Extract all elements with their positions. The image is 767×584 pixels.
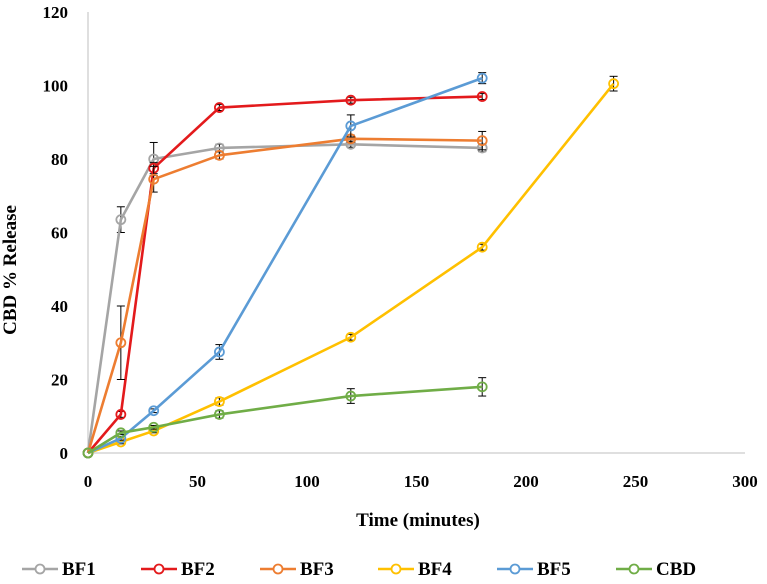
legend-item-bf4: BF4	[378, 559, 452, 580]
legend-swatch-marker	[390, 563, 402, 575]
data-point	[345, 390, 357, 402]
data-point	[115, 214, 127, 226]
legend-label: BF5	[537, 559, 571, 580]
axes: 0 50 100 150 200 250 300 0 20 40 60 80 100 120	[43, 3, 758, 491]
data-point	[115, 409, 127, 420]
data-point	[345, 331, 357, 343]
legend-label: BF4	[418, 559, 452, 580]
legend-label: BF1	[62, 559, 96, 580]
data-point	[476, 72, 488, 84]
data-point	[345, 120, 357, 132]
series-layer	[82, 72, 619, 459]
series-bf5	[82, 72, 488, 459]
legend-item-bf5: BF5	[497, 559, 571, 580]
legend-item-bf3: BF3	[260, 559, 334, 580]
x-axis-title: Time (minutes)	[356, 510, 480, 531]
series-line	[86, 143, 483, 454]
data-point	[345, 94, 357, 106]
y-tick-label: 40	[51, 297, 68, 316]
data-point	[213, 149, 225, 161]
legend-swatch-marker	[509, 563, 521, 575]
data-point	[115, 337, 127, 349]
x-tick-label: 300	[732, 472, 758, 491]
data-point	[213, 346, 225, 358]
x-tick-label: 150	[404, 472, 430, 491]
y-tick-label: 0	[60, 444, 69, 463]
series-line	[87, 95, 483, 454]
x-tick-label: 0	[84, 472, 93, 491]
legend-item-bf1: BF1	[22, 559, 96, 580]
data-point	[476, 241, 488, 253]
data-point	[476, 381, 488, 393]
legend-item-cbd: CBD	[616, 559, 696, 580]
y-tick-label: 80	[51, 150, 68, 169]
data-point	[148, 421, 160, 433]
x-tick-label: 200	[513, 472, 539, 491]
y-axis-title: CBD % Release	[0, 205, 21, 335]
series-bf3	[82, 130, 488, 459]
series-line	[86, 137, 483, 454]
y-tick-label: 20	[51, 371, 68, 390]
legend-swatch-marker	[34, 563, 46, 575]
x-tick-label: 100	[294, 472, 320, 491]
legend-label: BF3	[300, 559, 334, 580]
legend-swatch-marker	[153, 563, 165, 575]
data-point	[115, 427, 127, 439]
series-bf1	[82, 138, 488, 459]
y-tick-label: 120	[43, 3, 69, 22]
legend-label: CBD	[656, 559, 696, 580]
x-tick-label: 50	[189, 472, 206, 491]
data-point	[476, 135, 488, 147]
legend-label: BF2	[181, 559, 215, 580]
data-point	[608, 78, 619, 90]
series-line	[87, 76, 483, 455]
legend-item-bf2: BF2	[141, 559, 215, 580]
y-tick-label: 60	[51, 224, 68, 243]
data-point	[213, 409, 225, 420]
legend: BF1 BF2 BF3 BF4 BF5 CBD	[22, 559, 696, 580]
x-tick-label: 250	[623, 472, 649, 491]
y-tick-label: 100	[43, 77, 69, 96]
data-point	[148, 173, 160, 185]
series-cbd	[82, 377, 488, 459]
series-line	[87, 385, 483, 455]
data-point	[148, 405, 160, 417]
data-point	[213, 102, 225, 113]
legend-swatch-marker	[272, 563, 284, 575]
data-point	[476, 91, 488, 102]
data-point	[213, 396, 225, 407]
data-point	[82, 447, 94, 459]
legend-swatch-marker	[628, 563, 640, 575]
